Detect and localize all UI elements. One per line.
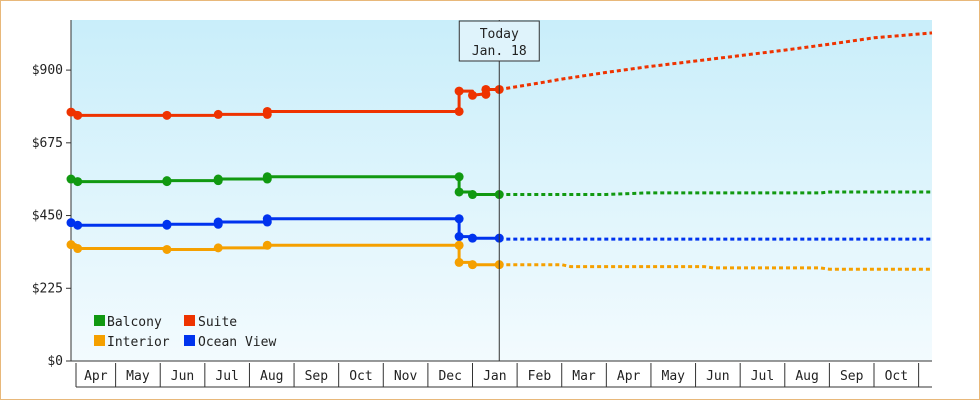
legend-swatch-balcony bbox=[94, 315, 105, 326]
x-tick-label: May bbox=[662, 369, 686, 384]
x-axis: Apr May Jun Jul Aug Sep Oct Nov Dec Jan Feb Mar Apr M… bbox=[71, 360, 932, 388]
data-point-ocean-view bbox=[162, 219, 172, 229]
data-point-suite bbox=[468, 90, 478, 100]
data-point-suite bbox=[73, 110, 83, 120]
today-box bbox=[458, 20, 540, 62]
series-ocean-view bbox=[66, 214, 932, 243]
data-point-interior bbox=[162, 244, 172, 254]
data-point-interior bbox=[73, 244, 83, 254]
legend-label-balcony: Balcony bbox=[107, 315, 162, 330]
data-point-interior bbox=[454, 240, 464, 250]
series-interior bbox=[66, 240, 932, 271]
today-marker: Today Jan. 18 bbox=[458, 20, 540, 361]
legend-label-interior: Interior bbox=[107, 335, 170, 350]
x-tick-label: Sep bbox=[305, 369, 329, 384]
data-point-interior bbox=[454, 257, 464, 267]
y-tick-label: $450 bbox=[32, 209, 63, 224]
x-tick-label: Apr bbox=[84, 369, 108, 384]
data-point-ocean-view bbox=[454, 232, 464, 242]
series-forecast-line-balcony bbox=[499, 190, 932, 196]
series-forecast-line-interior bbox=[499, 263, 932, 271]
x-tick-label: Jan bbox=[483, 369, 506, 384]
data-point-suite bbox=[262, 106, 272, 116]
y-tick-label: $675 bbox=[32, 136, 63, 151]
legend-swatch-interior bbox=[94, 335, 105, 346]
today-date: Jan. 18 bbox=[472, 44, 527, 59]
x-tick-label: Aug bbox=[795, 369, 818, 384]
x-tick-label: Jul bbox=[751, 369, 774, 384]
data-point-balcony bbox=[73, 177, 83, 187]
data-point-suite bbox=[213, 109, 223, 119]
data-point-suite bbox=[454, 86, 464, 96]
x-tick-label: Jun bbox=[706, 369, 729, 384]
plot-area bbox=[71, 20, 932, 361]
x-tick-label: Jun bbox=[171, 369, 194, 384]
data-point-suite bbox=[66, 107, 76, 117]
x-tick-label: Nov bbox=[394, 369, 418, 384]
data-point-ocean-view bbox=[73, 220, 83, 230]
today-label: Today bbox=[480, 27, 519, 42]
legend-swatch-ocean-view bbox=[184, 335, 195, 346]
legend-label-ocean-view: Ocean View bbox=[198, 335, 276, 350]
data-point-interior bbox=[262, 240, 272, 250]
data-point-balcony bbox=[454, 187, 464, 197]
y-tick-label: $225 bbox=[32, 281, 63, 296]
y-tick-label: $900 bbox=[32, 63, 63, 78]
series-layer bbox=[66, 31, 933, 271]
data-point-interior bbox=[66, 240, 76, 250]
data-point-balcony bbox=[162, 176, 172, 186]
x-tick-label: Apr bbox=[617, 369, 641, 384]
data-point-interior bbox=[213, 243, 223, 253]
data-point-balcony bbox=[454, 172, 464, 182]
x-tick-label: Mar bbox=[572, 369, 596, 384]
series-suite bbox=[66, 31, 933, 120]
data-point-suite bbox=[481, 84, 491, 94]
legend: Balcony Suite Interior Ocean View bbox=[94, 315, 276, 350]
series-forecast-line-suite bbox=[499, 31, 933, 91]
data-point-ocean-view bbox=[213, 217, 223, 227]
data-point-ocean-view bbox=[468, 233, 478, 243]
data-point-balcony bbox=[468, 190, 478, 200]
data-point-balcony bbox=[262, 172, 272, 182]
x-tick-label: Feb bbox=[528, 369, 552, 384]
y-tick-label: $0 bbox=[47, 354, 63, 369]
series-balcony bbox=[66, 172, 932, 200]
legend-swatch-suite bbox=[184, 315, 195, 326]
data-point-interior bbox=[468, 260, 478, 270]
x-tick-label: Sep bbox=[840, 369, 864, 384]
x-tick-label: Oct bbox=[349, 369, 372, 384]
legend-label-suite: Suite bbox=[198, 315, 237, 330]
data-point-ocean-view bbox=[454, 214, 464, 224]
x-tick-label: Oct bbox=[885, 369, 908, 384]
x-tick-label: Aug bbox=[260, 369, 283, 384]
data-point-ocean-view bbox=[262, 214, 272, 224]
y-axis: $0 $225 $450 $675 $900 bbox=[32, 20, 72, 369]
data-point-balcony bbox=[213, 174, 223, 184]
data-point-suite bbox=[162, 110, 172, 120]
x-tick-label: Dec bbox=[438, 369, 461, 384]
x-tick-label: May bbox=[126, 369, 150, 384]
data-point-suite bbox=[454, 106, 464, 116]
x-tick-label: Jul bbox=[215, 369, 238, 384]
